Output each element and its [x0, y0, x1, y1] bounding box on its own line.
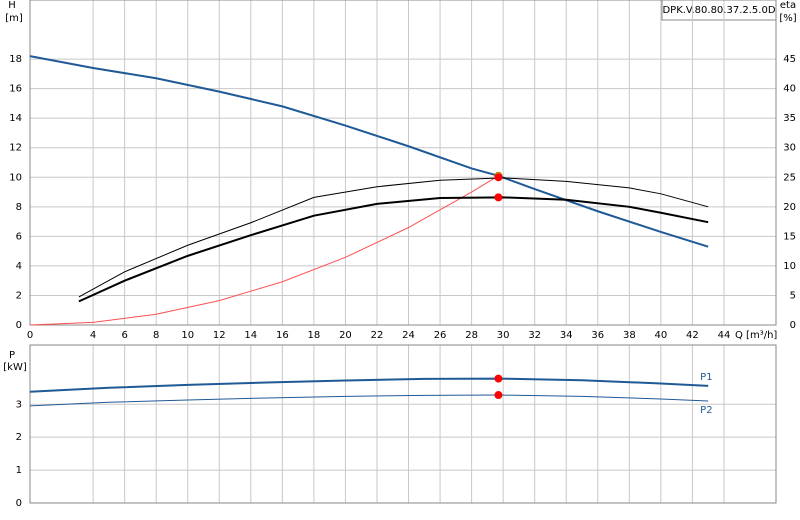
x-tick-label: 18 — [308, 330, 321, 341]
x-tick-label: 32 — [528, 330, 541, 341]
y-tick-label: 12 — [9, 143, 22, 154]
y-axis-unit: [kW] — [3, 362, 27, 373]
x-tick-label: 36 — [591, 330, 604, 341]
series-line — [29, 377, 709, 393]
y-axis-label: P — [9, 350, 15, 361]
y-tick-label: 14 — [9, 113, 22, 124]
x-tick-label: 30 — [497, 330, 510, 341]
y-tick-label: 1 — [16, 465, 22, 476]
y2-axis-unit: [%] — [779, 13, 796, 24]
y-axis-label: H — [8, 0, 16, 11]
y-tick-label: 0 — [16, 498, 22, 509]
y2-tick-label: 40 — [783, 84, 796, 95]
y2-tick-label: 45 — [783, 54, 796, 65]
x-tick-label: 10 — [181, 330, 194, 341]
y2-tick-label: 0 — [790, 320, 796, 331]
x-tick-label: 6 — [121, 330, 127, 341]
y-tick-label: 0 — [16, 320, 22, 331]
chart-title: DPK.V.80.80.37.2.5.0D — [662, 5, 775, 16]
x-tick-label: 44 — [718, 330, 731, 341]
series-line — [29, 394, 709, 407]
y2-tick-label: 15 — [783, 231, 796, 242]
y-tick-label: 2 — [16, 432, 22, 443]
x-tick-label: 14 — [244, 330, 257, 341]
y-tick-label: 2 — [16, 290, 22, 301]
y2-tick-label: 35 — [783, 113, 796, 124]
x-tick-label: 20 — [339, 330, 352, 341]
y-axis-unit: [m] — [5, 13, 23, 24]
x-tick-label: 4 — [90, 330, 96, 341]
y2-tick-label: 25 — [783, 172, 796, 183]
x-tick-label: 22 — [371, 330, 384, 341]
x-tick-label: 42 — [686, 330, 699, 341]
series-line — [29, 55, 709, 248]
series-line — [78, 177, 709, 298]
y2-tick-label: 5 — [790, 290, 796, 301]
x-tick-label: 8 — [153, 330, 159, 341]
x-tick-label: 24 — [402, 330, 415, 341]
y-tick-label: 4 — [16, 261, 22, 272]
operating-point — [494, 173, 503, 182]
y2-tick-label: 30 — [783, 143, 796, 154]
y2-tick-label: 20 — [783, 202, 796, 213]
y-tick-label: 3 — [16, 399, 22, 410]
y2-tick-label: 10 — [783, 261, 796, 272]
x-tick-label: 16 — [276, 330, 289, 341]
series-line — [29, 175, 499, 326]
x-tick-label: 38 — [623, 330, 636, 341]
plot-frame — [29, 0, 777, 326]
plot-frame — [29, 344, 777, 504]
operating-point — [494, 391, 503, 400]
y2-axis-label: eta — [780, 0, 796, 11]
x-axis-label: Q [m³/h] — [735, 330, 777, 341]
x-tick-label: 40 — [654, 330, 667, 341]
x-tick-label: 0 — [27, 330, 33, 341]
series-line — [78, 196, 709, 303]
y-tick-label: 8 — [16, 202, 22, 213]
operating-point — [494, 193, 503, 202]
x-tick-label: 34 — [560, 330, 573, 341]
x-tick-label: 12 — [213, 330, 226, 341]
series-label: P1 — [700, 372, 712, 383]
x-tick-label: 28 — [465, 330, 478, 341]
y-tick-label: 16 — [9, 84, 22, 95]
series-label: P2 — [700, 405, 712, 416]
y-tick-label: 10 — [9, 172, 22, 183]
operating-point — [494, 374, 503, 383]
y-tick-label: 18 — [9, 54, 22, 65]
y-tick-label: 6 — [16, 231, 22, 242]
x-tick-label: 26 — [434, 330, 447, 341]
